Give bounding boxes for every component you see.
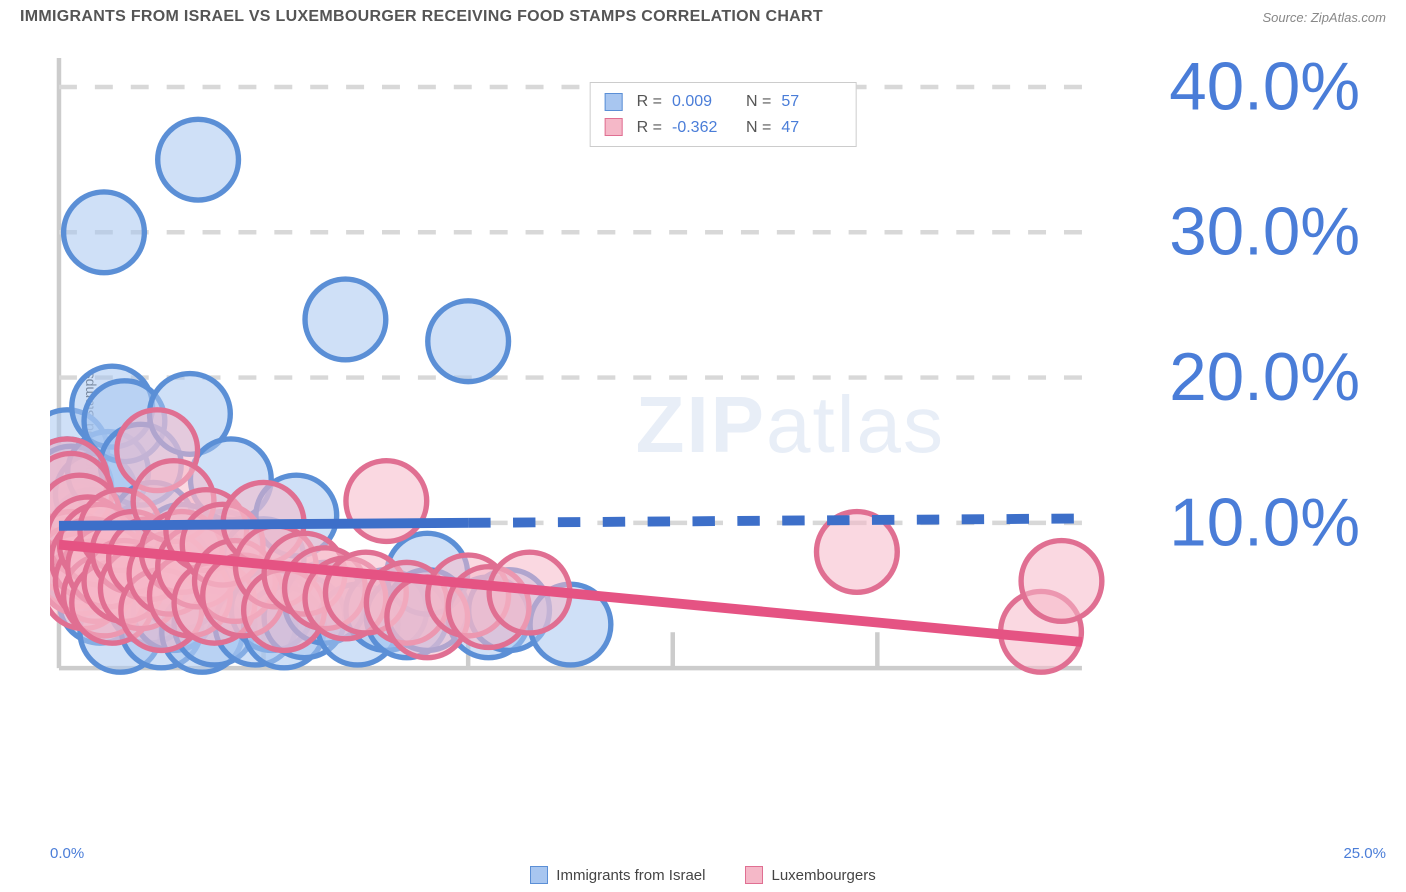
legend-swatch	[745, 866, 763, 884]
trend-line	[59, 523, 468, 526]
n-label: N =	[746, 89, 771, 115]
r-label: R =	[637, 89, 662, 115]
n-label: N =	[746, 115, 771, 141]
legend-item: Immigrants from Israel	[530, 866, 705, 884]
stats-row: R = 0.009 N = 57	[605, 89, 842, 115]
r-value: 0.009	[672, 89, 732, 115]
x-axis-max-label: 25.0%	[1343, 845, 1386, 862]
svg-text:10.0%: 10.0%	[1169, 485, 1360, 560]
n-value: 57	[781, 89, 841, 115]
data-point	[158, 119, 239, 200]
legend-label: Immigrants from Israel	[556, 867, 705, 884]
trend-line-extrapolated	[468, 518, 1082, 522]
correlation-legend: R = 0.009 N = 57 R = -0.362 N = 47	[590, 82, 857, 147]
r-value: -0.362	[672, 115, 732, 141]
source-prefix: Source:	[1262, 10, 1310, 25]
legend-swatch	[530, 866, 548, 884]
legend-item: Luxembourgers	[745, 866, 875, 884]
data-point	[305, 279, 386, 360]
stats-swatch	[605, 93, 623, 111]
data-point	[346, 461, 427, 542]
svg-text:30.0%: 30.0%	[1169, 195, 1360, 270]
r-label: R =	[637, 115, 662, 141]
stats-row: R = -0.362 N = 47	[605, 115, 842, 141]
data-point	[64, 192, 145, 273]
svg-text:40.0%: 40.0%	[1169, 49, 1360, 124]
series-legend: Immigrants from Israel Luxembourgers	[0, 866, 1406, 884]
n-value: 47	[781, 115, 841, 141]
svg-text:20.0%: 20.0%	[1169, 340, 1360, 415]
source-link[interactable]: ZipAtlas.com	[1311, 10, 1386, 25]
stats-swatch	[605, 118, 623, 136]
legend-label: Luxembourgers	[771, 867, 875, 884]
data-point	[1021, 541, 1102, 622]
data-point	[428, 301, 509, 382]
chart-title: IMMIGRANTS FROM ISRAEL VS LUXEMBOURGER R…	[20, 8, 823, 26]
source-attribution: Source: ZipAtlas.com	[1262, 10, 1386, 25]
x-axis-min-label: 0.0%	[50, 845, 84, 862]
